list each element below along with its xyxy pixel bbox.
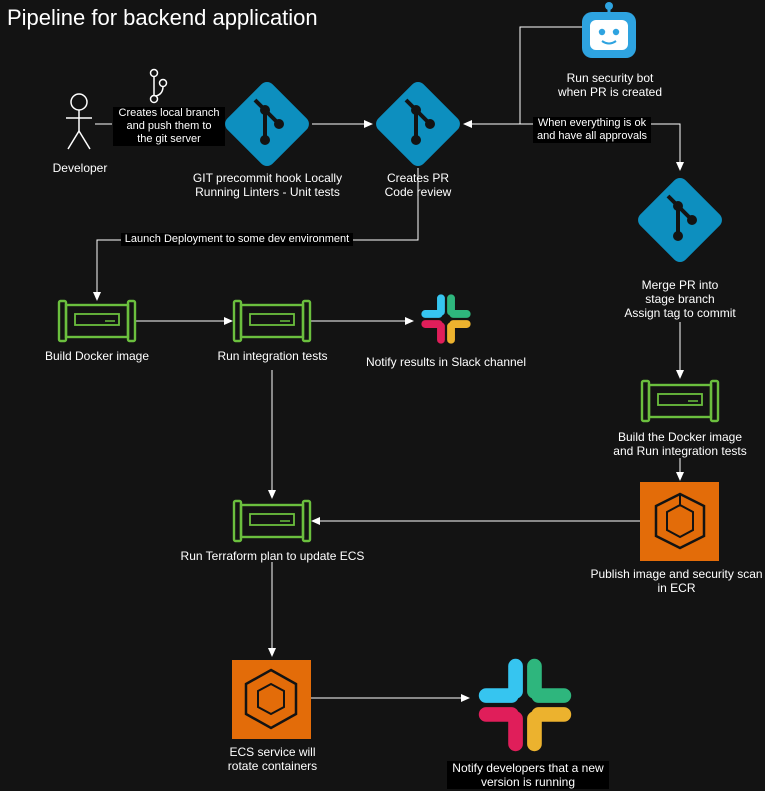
person-icon (66, 93, 92, 150)
git-logo-icon (632, 172, 728, 268)
git-logo-icon (219, 76, 315, 172)
approvals-edge-label: When everything is ok and have all appro… (533, 117, 651, 143)
terraform-label: Run Terraform plan to update ECS (180, 549, 365, 563)
create-pr-label: Creates PR Code review (384, 171, 452, 199)
edge-bot-to-pr (463, 26, 586, 128)
pipeline-icon (57, 299, 137, 343)
merge-pr-label: Merge PR into stage branch (641, 278, 719, 306)
launch-dev-edge-label: Launch Deployment to some dev environmen… (121, 233, 353, 246)
slack-icon (421, 294, 471, 344)
security-bot-label: Run security bot when PR is created (557, 71, 663, 99)
build-run-stage-label: Build the Docker image and Run integrati… (613, 430, 747, 458)
branch-icon (149, 68, 168, 104)
robot-icon (582, 2, 636, 58)
build-docker-label: Build Docker image (44, 349, 150, 363)
notify-devs-label: Notify developers that a new version is … (447, 761, 609, 789)
developer-label: Developer (52, 161, 108, 175)
slack-icon (478, 658, 572, 752)
branch-note-label: Creates local branch and push them to th… (113, 107, 225, 146)
page-title: Pipeline for backend application (7, 5, 318, 30)
notify-slack-label: Notify results in Slack channel (365, 355, 527, 369)
aws-ecs-icon (232, 660, 311, 739)
precommit-label: GIT precommit hook Locally Running Linte… (192, 171, 343, 199)
ecs-service-label: ECS service will rotate containers (227, 745, 318, 773)
assign-tag-label: Assign tag to commit (624, 306, 736, 320)
publish-ecr-label: Publish image and security scan in ECR (590, 567, 763, 595)
pipeline-icon (232, 299, 312, 343)
integration-tests-label: Run integration tests (217, 349, 328, 363)
pipeline-icon (640, 379, 720, 423)
aws-ecr-icon (640, 482, 719, 561)
git-logo-icon (370, 76, 466, 172)
pipeline-icon (232, 499, 312, 543)
